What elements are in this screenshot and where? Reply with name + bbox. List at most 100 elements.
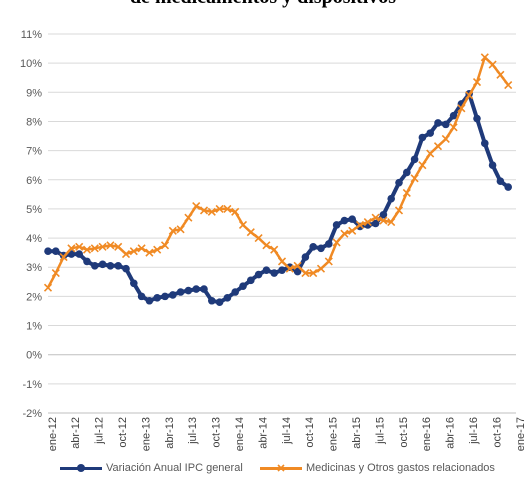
series-1-point <box>137 292 146 301</box>
series-2-point <box>121 250 131 259</box>
series-2-point <box>488 60 497 69</box>
x-tick-label: ene-13 <box>140 417 152 451</box>
series-2-point <box>355 220 365 230</box>
x-tick-label: oct-12 <box>117 417 129 448</box>
series-2-point <box>371 213 380 222</box>
x-tick-label: jul-13 <box>187 417 199 445</box>
series-1-point <box>262 266 271 274</box>
y-tick-label: 9% <box>26 87 42 99</box>
series-1-point <box>153 294 161 302</box>
series-2-point <box>82 245 92 254</box>
series-1-point <box>247 276 255 285</box>
series-2-point <box>75 242 84 251</box>
series-1-point <box>348 215 357 223</box>
series-1-point <box>169 291 177 299</box>
series-1-point <box>496 177 505 186</box>
y-tick-label: -1% <box>22 379 42 391</box>
series-1-point <box>403 168 411 177</box>
x-tick-label: ene-17 <box>515 417 526 451</box>
series-1-point <box>83 257 91 266</box>
series-1-point <box>473 114 481 123</box>
series-1-point <box>161 292 169 301</box>
series-1-point <box>176 288 185 296</box>
series-1-point <box>410 155 419 164</box>
series-1-point <box>488 161 497 169</box>
series-2-point <box>418 161 427 170</box>
series-1-point <box>239 282 247 290</box>
series-1-point <box>98 260 107 269</box>
series-2-point <box>106 241 115 250</box>
series-1-point <box>371 219 380 228</box>
series-2-point <box>472 78 482 87</box>
legend-label-series-2: Medicinas y Otros gastos relacionados <box>306 462 495 474</box>
y-tick-label: 1% <box>26 321 42 333</box>
series-1-point <box>395 178 403 187</box>
series-2-point <box>449 123 458 132</box>
series-2-point <box>67 244 76 253</box>
series-1-point <box>75 250 83 258</box>
y-tick-label: 10% <box>20 58 42 70</box>
series-1-point <box>114 261 122 270</box>
series-1-point <box>426 129 435 137</box>
series-1-point <box>215 298 224 307</box>
series-2-point <box>231 207 240 216</box>
series-2-point <box>223 204 232 213</box>
x-tick-label: jul-16 <box>468 417 480 445</box>
series-1-point <box>231 288 239 296</box>
series-2-point <box>402 188 411 197</box>
series-2-point <box>316 264 326 273</box>
y-tick-label: 11% <box>21 29 42 41</box>
x-tick-label: abr-14 <box>257 417 269 449</box>
series-1-point <box>278 266 286 274</box>
series-2-point <box>309 268 318 278</box>
x-tick-label: ene-14 <box>234 417 246 451</box>
series-2-point <box>168 226 177 235</box>
series-1-point <box>254 270 263 279</box>
series-1-point <box>52 247 60 255</box>
series-2-point <box>215 204 224 213</box>
series-1-point <box>130 279 138 288</box>
series-1-point <box>106 261 115 270</box>
y-tick-label: 4% <box>26 233 42 245</box>
chart-legend: Variación Anual IPC general Medicinas y … <box>60 462 526 482</box>
series-1-point <box>192 285 200 293</box>
series-2-point <box>184 213 193 222</box>
legend-swatch-series-1 <box>60 462 102 474</box>
series-2-point <box>262 241 271 250</box>
y-tick-label: 3% <box>26 262 42 274</box>
series-1-point <box>309 243 318 251</box>
series-1-point <box>442 120 450 129</box>
series-1-point <box>184 286 193 295</box>
series-1-point <box>223 294 232 302</box>
series-2-point <box>348 226 357 235</box>
x-tick-label: ene-12 <box>47 417 59 451</box>
series-2-point <box>441 134 450 144</box>
legend-label-series-1: Variación Anual IPC general <box>106 462 243 474</box>
legend-item-series-2: Medicinas y Otros gastos relacionados <box>260 462 495 474</box>
y-tick-label: 5% <box>26 204 42 216</box>
y-tick-label: 2% <box>26 291 42 303</box>
series-2-point <box>270 245 279 254</box>
chart-title: de medicamentos y dispositivos <box>0 0 526 9</box>
series-2-point <box>433 142 443 151</box>
series-2-point <box>254 234 263 243</box>
series-2-point <box>332 238 341 247</box>
series-2-point <box>51 268 60 278</box>
series-2-point <box>465 91 474 100</box>
x-tick-label: abr-16 <box>445 417 457 449</box>
series-2-point <box>277 257 287 266</box>
series-1-point <box>449 111 458 120</box>
series-2-point <box>59 252 68 262</box>
series-2-point <box>379 216 388 225</box>
series-1-point <box>200 285 208 293</box>
series-2-point <box>137 244 146 253</box>
series-2-point <box>504 80 513 90</box>
series-2-point <box>160 241 170 250</box>
x-tick-label: abr-13 <box>164 417 176 449</box>
series-2-point <box>192 201 201 211</box>
series-2-point <box>387 217 396 227</box>
series-1-point <box>340 216 349 225</box>
x-tick-label: jul-12 <box>94 417 106 445</box>
series-2-point <box>114 242 123 251</box>
series-1-point <box>293 267 302 276</box>
